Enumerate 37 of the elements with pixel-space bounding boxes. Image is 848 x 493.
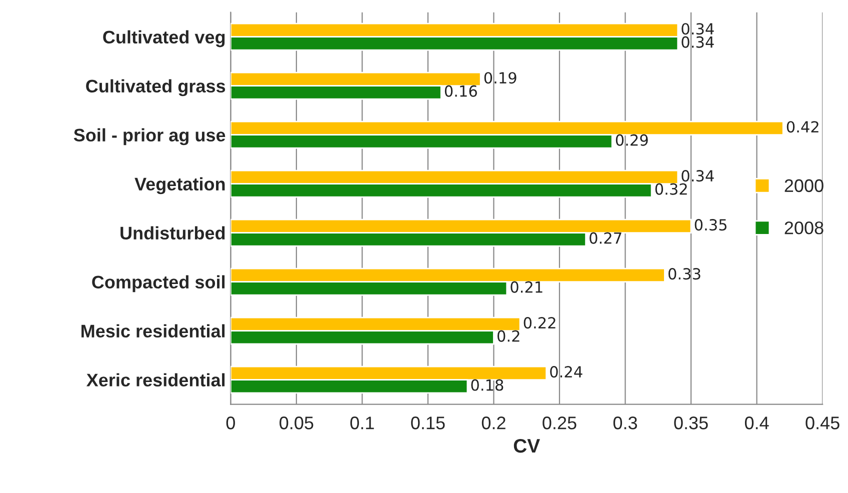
y-tick-label: Soil - prior ag use xyxy=(74,128,226,146)
data-label: 0.24 xyxy=(550,366,582,378)
y-tick-label: Xeric residential xyxy=(86,373,225,386)
y-tick-label: Cultivated grass xyxy=(86,79,226,96)
x-tick-label: 0.4 xyxy=(744,416,769,430)
x-tick-label: 0 xyxy=(226,416,235,430)
legend-label: 2008 xyxy=(784,222,824,234)
data-label: 0.34 xyxy=(682,23,714,35)
legend-label: 2000 xyxy=(784,179,824,192)
data-label: 0.29 xyxy=(616,134,648,146)
x-tick-label: 0.25 xyxy=(542,416,576,430)
data-label: 0.16 xyxy=(444,85,477,97)
x-axis-title: CV xyxy=(514,438,540,453)
x-tick-label: 0.15 xyxy=(411,416,445,430)
x-tick-label: 0.1 xyxy=(350,416,374,430)
x-tick-label: 0.2 xyxy=(482,416,506,430)
y-tick-label: Mesic residential xyxy=(82,324,225,338)
x-tick-label: 0.35 xyxy=(674,416,708,430)
data-label: 0.27 xyxy=(590,232,622,244)
data-label: 0.33 xyxy=(668,268,700,280)
data-label: 0.34 xyxy=(682,36,714,48)
data-label: 0.42 xyxy=(786,121,818,133)
data-label: 0.35 xyxy=(694,219,726,231)
data-label: 0.18 xyxy=(471,379,504,391)
y-tick-label: Vegetation xyxy=(134,177,225,194)
data-label: 0.19 xyxy=(484,72,516,84)
y-tick-label: Compacted soil xyxy=(92,275,225,292)
data-label: 0.32 xyxy=(655,183,687,195)
x-tick-label: 0.3 xyxy=(613,416,638,430)
y-tick-label: Undisturbed xyxy=(120,226,225,240)
data-label: 0.2 xyxy=(498,330,520,342)
x-tick-label: 0.45 xyxy=(806,416,840,430)
data-label: 0.34 xyxy=(682,170,714,182)
y-tick-label: Cultivated veg xyxy=(103,30,225,48)
x-tick-label: 0.05 xyxy=(280,416,314,430)
data-label: 0.21 xyxy=(510,281,542,293)
data-label: 0.22 xyxy=(524,317,556,329)
